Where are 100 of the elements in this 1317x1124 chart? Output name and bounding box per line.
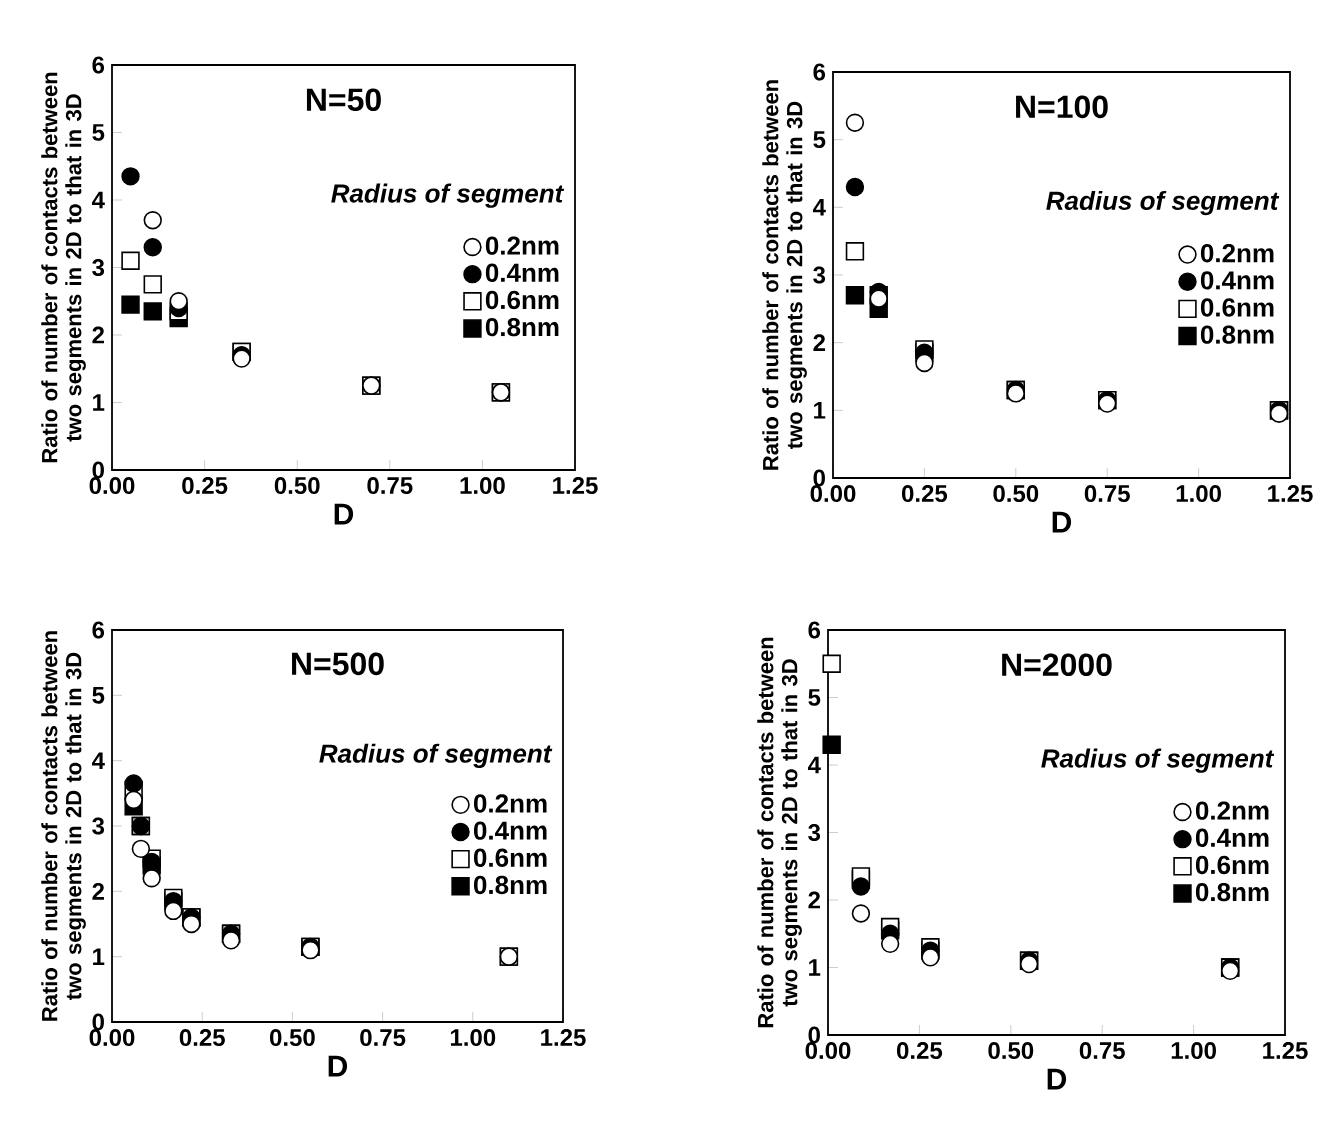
y-tick-label: 1 — [93, 948, 105, 965]
point — [1098, 394, 1117, 413]
x-axis-title: D — [1052, 511, 1072, 533]
x-tick-label: 1.00 — [460, 477, 505, 495]
x-tick-label: 1.00 — [450, 1029, 496, 1047]
y-tick-label: 3 — [808, 823, 821, 842]
point — [851, 904, 871, 923]
point — [143, 275, 162, 294]
y-tick-label: 1 — [814, 402, 826, 419]
legend-label: 0.4nm — [485, 263, 559, 282]
legend-label: 0.2nm — [485, 236, 559, 255]
x-tick-label: 0.25 — [896, 1042, 943, 1060]
text: N=2000 — [1002, 653, 1112, 677]
legend-label: 0.2nm — [1200, 243, 1274, 263]
x-tick-label: 1.00 — [1176, 485, 1221, 503]
point — [1006, 384, 1025, 403]
x-axis-title: D — [334, 503, 354, 525]
x-tick-label: 0.25 — [179, 1029, 225, 1047]
x-tick-label: 0.00 — [810, 485, 856, 503]
point — [143, 211, 162, 230]
legend-label: 0.6nm — [473, 848, 547, 867]
y-axis-title: Ratio of number of contacts between two segments in 2D to that in 3D — [41, 72, 86, 463]
y-tick-label: 4 — [91, 752, 105, 769]
legend-label: 0.6nm — [485, 290, 559, 310]
x-tick-label: 1.00 — [1171, 1042, 1216, 1060]
y-tick-label: 2 — [813, 334, 825, 352]
x-tick-label: 0.50 — [274, 477, 320, 495]
y-tick-label: 3 — [813, 266, 826, 284]
point — [143, 238, 162, 257]
text: N=500 — [292, 652, 384, 676]
x-tick-label: 0.50 — [993, 485, 1039, 503]
y-tick-label: 5 — [813, 131, 826, 149]
point — [921, 948, 940, 967]
legend-title: Radius of segment — [331, 183, 565, 208]
y-tick-label: 6 — [808, 621, 821, 639]
y-tick-label: 4 — [807, 756, 821, 774]
x-tick-label: 0.00 — [89, 1029, 135, 1047]
x-tick-label: 0.00 — [805, 1042, 851, 1060]
point — [142, 869, 161, 888]
legend-label: 0.6nm — [1195, 855, 1269, 875]
y-tick-label: 0 — [813, 469, 825, 487]
y-tick-label: 5 — [92, 124, 105, 141]
x-tick-label: 0.75 — [360, 1029, 406, 1047]
y-tick-label: 2 — [92, 326, 104, 344]
y-tick-label: 3 — [92, 258, 105, 277]
legend-title: Radius of segment — [1046, 190, 1280, 216]
x-axis-title: D — [328, 1055, 348, 1077]
point — [915, 353, 934, 373]
y-tick-label: 3 — [92, 817, 105, 835]
x-axis-title: D — [1047, 1068, 1067, 1090]
x-tick-label: 0.75 — [1084, 485, 1130, 503]
point — [845, 177, 865, 197]
legend-label: 0.4nm — [1200, 271, 1274, 290]
point — [221, 931, 241, 950]
x-tick-label: 1.25 — [553, 477, 598, 495]
legend-label: 0.8nm — [473, 875, 547, 895]
legend-label: 0.4nm — [473, 821, 547, 840]
text: N=50 — [306, 88, 381, 112]
point — [121, 167, 140, 186]
x-tick-label: 0.50 — [988, 1042, 1034, 1060]
x-tick-label: 0.50 — [269, 1029, 315, 1047]
y-tick-label: 1 — [93, 394, 105, 411]
y-tick-label: 6 — [92, 621, 105, 639]
y-tick-label: 0 — [808, 1026, 820, 1044]
x-tick-label: 0.00 — [89, 477, 135, 495]
point — [143, 302, 162, 321]
y-tick-label: 0 — [92, 1013, 104, 1031]
x-tick-label: 0.25 — [182, 477, 228, 495]
x-tick-label: 1.25 — [1268, 485, 1313, 503]
legend-label: 0.6nm — [1200, 298, 1274, 317]
y-tick-label: 4 — [812, 199, 826, 216]
point — [121, 251, 140, 270]
y-tick-label: 5 — [808, 689, 821, 706]
y-tick-label: 2 — [92, 882, 104, 900]
legend-title: Radius of segment — [1041, 748, 1275, 773]
x-tick-label: 0.75 — [367, 477, 413, 495]
point — [880, 934, 900, 954]
point — [822, 654, 841, 673]
legend-title: Radius of segment — [319, 743, 553, 768]
x-tick-label: 1.25 — [1263, 1042, 1308, 1060]
legend-label: 0.2nm — [473, 794, 547, 813]
y-tick-label: 5 — [92, 686, 105, 704]
point — [845, 242, 865, 261]
text: N=100 — [1016, 95, 1108, 119]
point — [851, 877, 871, 896]
legend-label: 0.8nm — [1200, 325, 1274, 344]
point — [169, 292, 188, 311]
point — [182, 914, 201, 934]
point — [121, 295, 140, 314]
y-tick-label: 2 — [808, 891, 820, 909]
legend-label: 0.2nm — [1195, 801, 1269, 820]
y-axis-title: Ratio of number of contacts between two segments in 2D to that in 3D — [762, 80, 807, 470]
y-axis-title: Ratio of number of contacts between two segments in 2D to that in 3D — [41, 631, 86, 1021]
x-tick-label: 0.75 — [1079, 1042, 1125, 1060]
point — [164, 901, 183, 921]
y-tick-label: 6 — [92, 56, 105, 74]
legend-label: 0.4nm — [1195, 828, 1269, 847]
y-tick-label: 1 — [809, 959, 821, 976]
y-tick-label: 0 — [92, 461, 104, 479]
legend-label: 0.8nm — [1195, 882, 1269, 902]
